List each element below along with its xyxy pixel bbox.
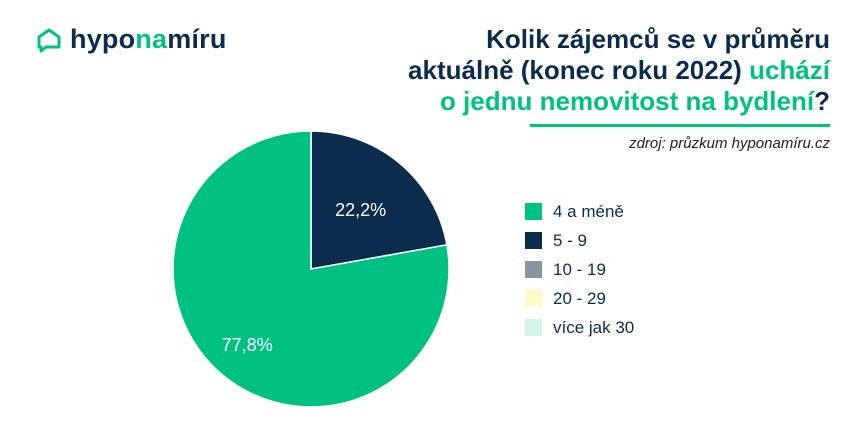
legend-swatch — [525, 290, 542, 307]
title-underline — [530, 124, 830, 127]
legend-item: 4 a méně — [525, 197, 634, 226]
title-line-1: Kolik zájemců se v průměru — [486, 24, 830, 54]
title-line-3: o jednu nemovitost na bydlení? — [439, 86, 830, 116]
chart-legend: 4 a méně 5 - 9 10 - 19 20 - 29 více jak 30 — [525, 197, 634, 342]
chart-title: Kolik zájemců se v průměru aktuálně (kon… — [350, 24, 830, 117]
legend-item: 10 - 19 — [525, 255, 634, 284]
legend-item: 20 - 29 — [525, 284, 634, 313]
legend-label: 20 - 29 — [553, 288, 606, 308]
legend-swatch — [525, 232, 542, 249]
legend-swatch — [525, 203, 542, 220]
legend-label: 5 - 9 — [553, 230, 588, 250]
legend-swatch — [525, 261, 542, 278]
pie-chart: 22,2% 77,8% — [172, 130, 450, 408]
pie-slice-1 — [172, 130, 450, 408]
source-note: zdroj: průzkum hyponamíru.cz — [629, 135, 830, 152]
legend-item: 5 - 9 — [525, 226, 634, 255]
legend-label: 10 - 19 — [553, 259, 606, 279]
title-line-2: aktuálně (konec roku 2022) uchází — [408, 55, 830, 85]
house-chat-icon — [37, 28, 61, 52]
legend-item: více jak 30 — [525, 313, 634, 342]
slice-label-2: 22,2% — [335, 200, 386, 220]
brand-logo: hyponamíru — [36, 26, 227, 53]
slice-label-1: 77,8% — [222, 335, 273, 355]
logo-wordmark: hyponamíru — [70, 24, 227, 54]
legend-swatch — [525, 319, 542, 336]
legend-label: 4 a méně — [553, 201, 624, 221]
pie-slice-2 — [310, 130, 448, 270]
legend-label: více jak 30 — [553, 317, 635, 337]
